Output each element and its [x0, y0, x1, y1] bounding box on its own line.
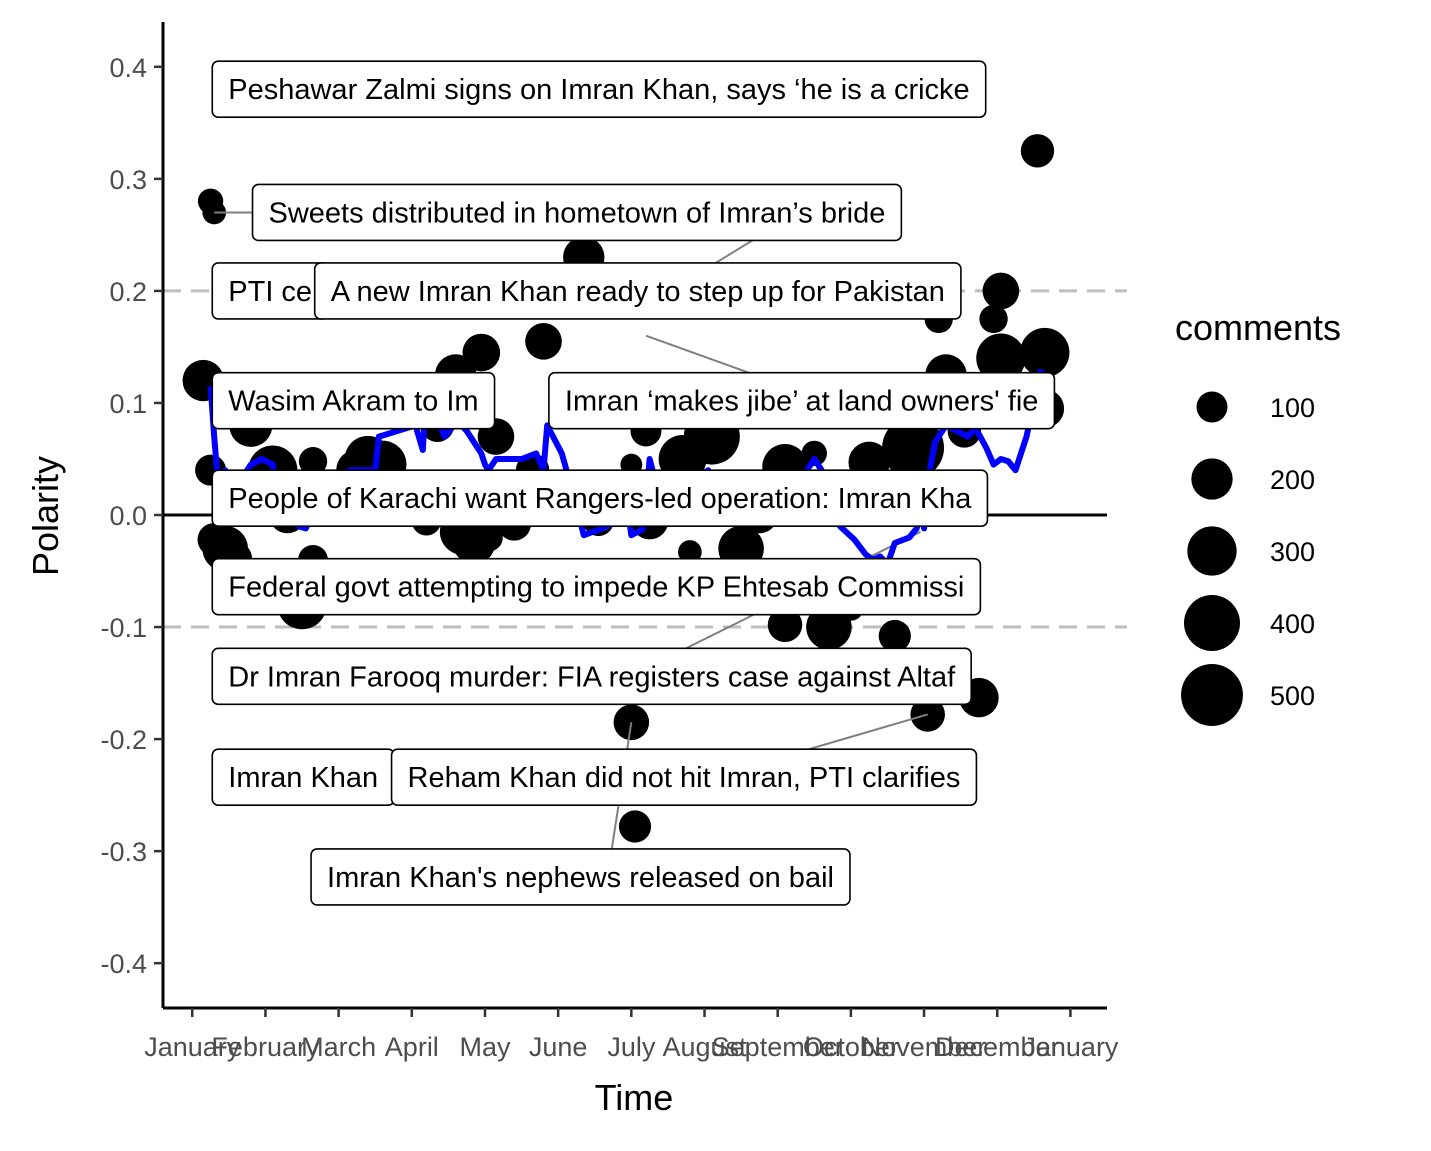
annotation-labels: Peshawar Zalmi signs on Imran Khan, says… [211, 60, 1056, 906]
y-tick-label: 0.0 [109, 501, 147, 531]
x-tick-label: January [1022, 1032, 1119, 1062]
x-tick-label: August [662, 1032, 747, 1062]
data-point [474, 523, 503, 552]
annotation-text: People of Karachi want Rangers-led opera… [228, 483, 972, 515]
legend-symbol [1191, 458, 1233, 500]
annotation-label: People of Karachi want Rangers-led opera… [211, 469, 989, 527]
annotation-label: Federal govt attempting to impede KP Eht… [211, 557, 982, 616]
data-point [613, 704, 650, 741]
legend-title: comments [1175, 307, 1341, 348]
y-tick-label: 0.1 [109, 389, 147, 419]
annotation-box [310, 848, 851, 906]
annotation-label: Imran Khan [211, 748, 395, 806]
x-tick-label: June [529, 1032, 588, 1062]
annotation-box [211, 371, 496, 430]
annotation-box [211, 647, 972, 706]
data-point [462, 333, 501, 372]
annotation-text: Imran ‘makes jibe’ at land owners' fie [565, 386, 1039, 418]
data-point [801, 440, 827, 467]
y-tick-label: 0.4 [109, 53, 147, 83]
annotation-label: Reham Khan did not hit Imran, PTI clarif… [390, 748, 978, 806]
data-point [1020, 327, 1070, 378]
annotation-text: Dr Imran Farooq murder: FIA registers ca… [228, 661, 956, 693]
x-axis-title: Time [595, 1077, 674, 1118]
annotation-box [548, 371, 1056, 430]
x-tick-label: December [935, 1032, 1060, 1062]
annotation-box [211, 60, 987, 119]
x-tick-label: January [144, 1032, 241, 1062]
y-tick-label: -0.1 [100, 613, 147, 643]
x-tick-label: November [862, 1032, 987, 1062]
data-point [1020, 134, 1055, 168]
axes: 0.40.30.20.10.0-0.1-0.2-0.3-0.4JanuaryFe… [100, 22, 1119, 1062]
data-point [298, 447, 328, 476]
annotation-text: Imran Khan [228, 762, 378, 794]
annotation-text: Peshawar Zalmi signs on Imran Khan, says… [228, 74, 969, 106]
annotation-label: Imran Khan's nephews released on bail [310, 848, 851, 906]
annotation-text: PTI ce [228, 276, 312, 308]
annotation-label: Dr Imran Farooq murder: FIA registers ca… [211, 647, 972, 706]
y-axis-title: Polarity [25, 456, 66, 576]
y-tick-label: 0.2 [109, 277, 147, 307]
legend-label: 100 [1270, 393, 1315, 423]
annotation-label: Imran ‘makes jibe’ at land owners' fie [548, 371, 1056, 430]
data-point [618, 810, 652, 843]
legend-symbol [1196, 391, 1228, 423]
annotation-text: Reham Khan did not hit Imran, PTI clarif… [408, 762, 961, 794]
y-tick-label: -0.4 [100, 949, 147, 979]
data-point [878, 619, 911, 653]
annotation-box [390, 748, 978, 806]
annotation-text: Sweets distributed in hometown of Imran’… [269, 197, 886, 229]
annotation-text: A new Imran Khan ready to step up for Pa… [331, 276, 945, 308]
data-point [767, 607, 803, 643]
x-tick-label: September [712, 1032, 844, 1062]
data-point [806, 604, 852, 650]
annotation-box [211, 469, 989, 527]
y-tick-label: 0.3 [109, 165, 147, 195]
annotation-text: Federal govt attempting to impede KP Eht… [228, 572, 964, 604]
annotation-label: PTI ce [211, 262, 329, 320]
annotation-box [251, 183, 903, 242]
x-tick-label: March [301, 1032, 376, 1062]
legend: comments 100 200 300 400 500 [1175, 307, 1341, 726]
annotation-label: Peshawar Zalmi signs on Imran Khan, says… [211, 60, 987, 119]
annotation-text: Imran Khan's nephews released on bail [327, 862, 834, 894]
annotation-label: Sweets distributed in hometown of Imran’… [251, 183, 903, 242]
data-point [976, 333, 1026, 383]
legend-symbol [1181, 664, 1243, 726]
legend-symbol [1187, 526, 1237, 576]
y-tick-label: -0.3 [100, 837, 147, 867]
data-point [678, 540, 702, 564]
legend-label: 200 [1270, 465, 1315, 495]
data-point [982, 272, 1020, 310]
legend-label: 300 [1270, 537, 1315, 567]
x-tick-label: February [211, 1032, 320, 1062]
x-tick-label: October [803, 1032, 899, 1062]
legend-label: 500 [1270, 681, 1315, 711]
annotation-box [313, 262, 962, 320]
annotation-label: A new Imran Khan ready to step up for Pa… [313, 262, 962, 320]
data-point [979, 304, 1008, 334]
y-tick-label: -0.2 [100, 725, 147, 755]
annotation-text: Wasim Akram to Im [228, 386, 478, 418]
annotation-box [211, 557, 982, 616]
annotation-label: Wasim Akram to Im [211, 371, 496, 430]
x-tick-label: July [607, 1032, 656, 1062]
legend-symbol [1184, 595, 1240, 651]
data-point [525, 323, 562, 360]
legend-label: 400 [1270, 609, 1315, 639]
x-tick-label: April [385, 1032, 439, 1062]
x-tick-label: May [459, 1032, 511, 1062]
